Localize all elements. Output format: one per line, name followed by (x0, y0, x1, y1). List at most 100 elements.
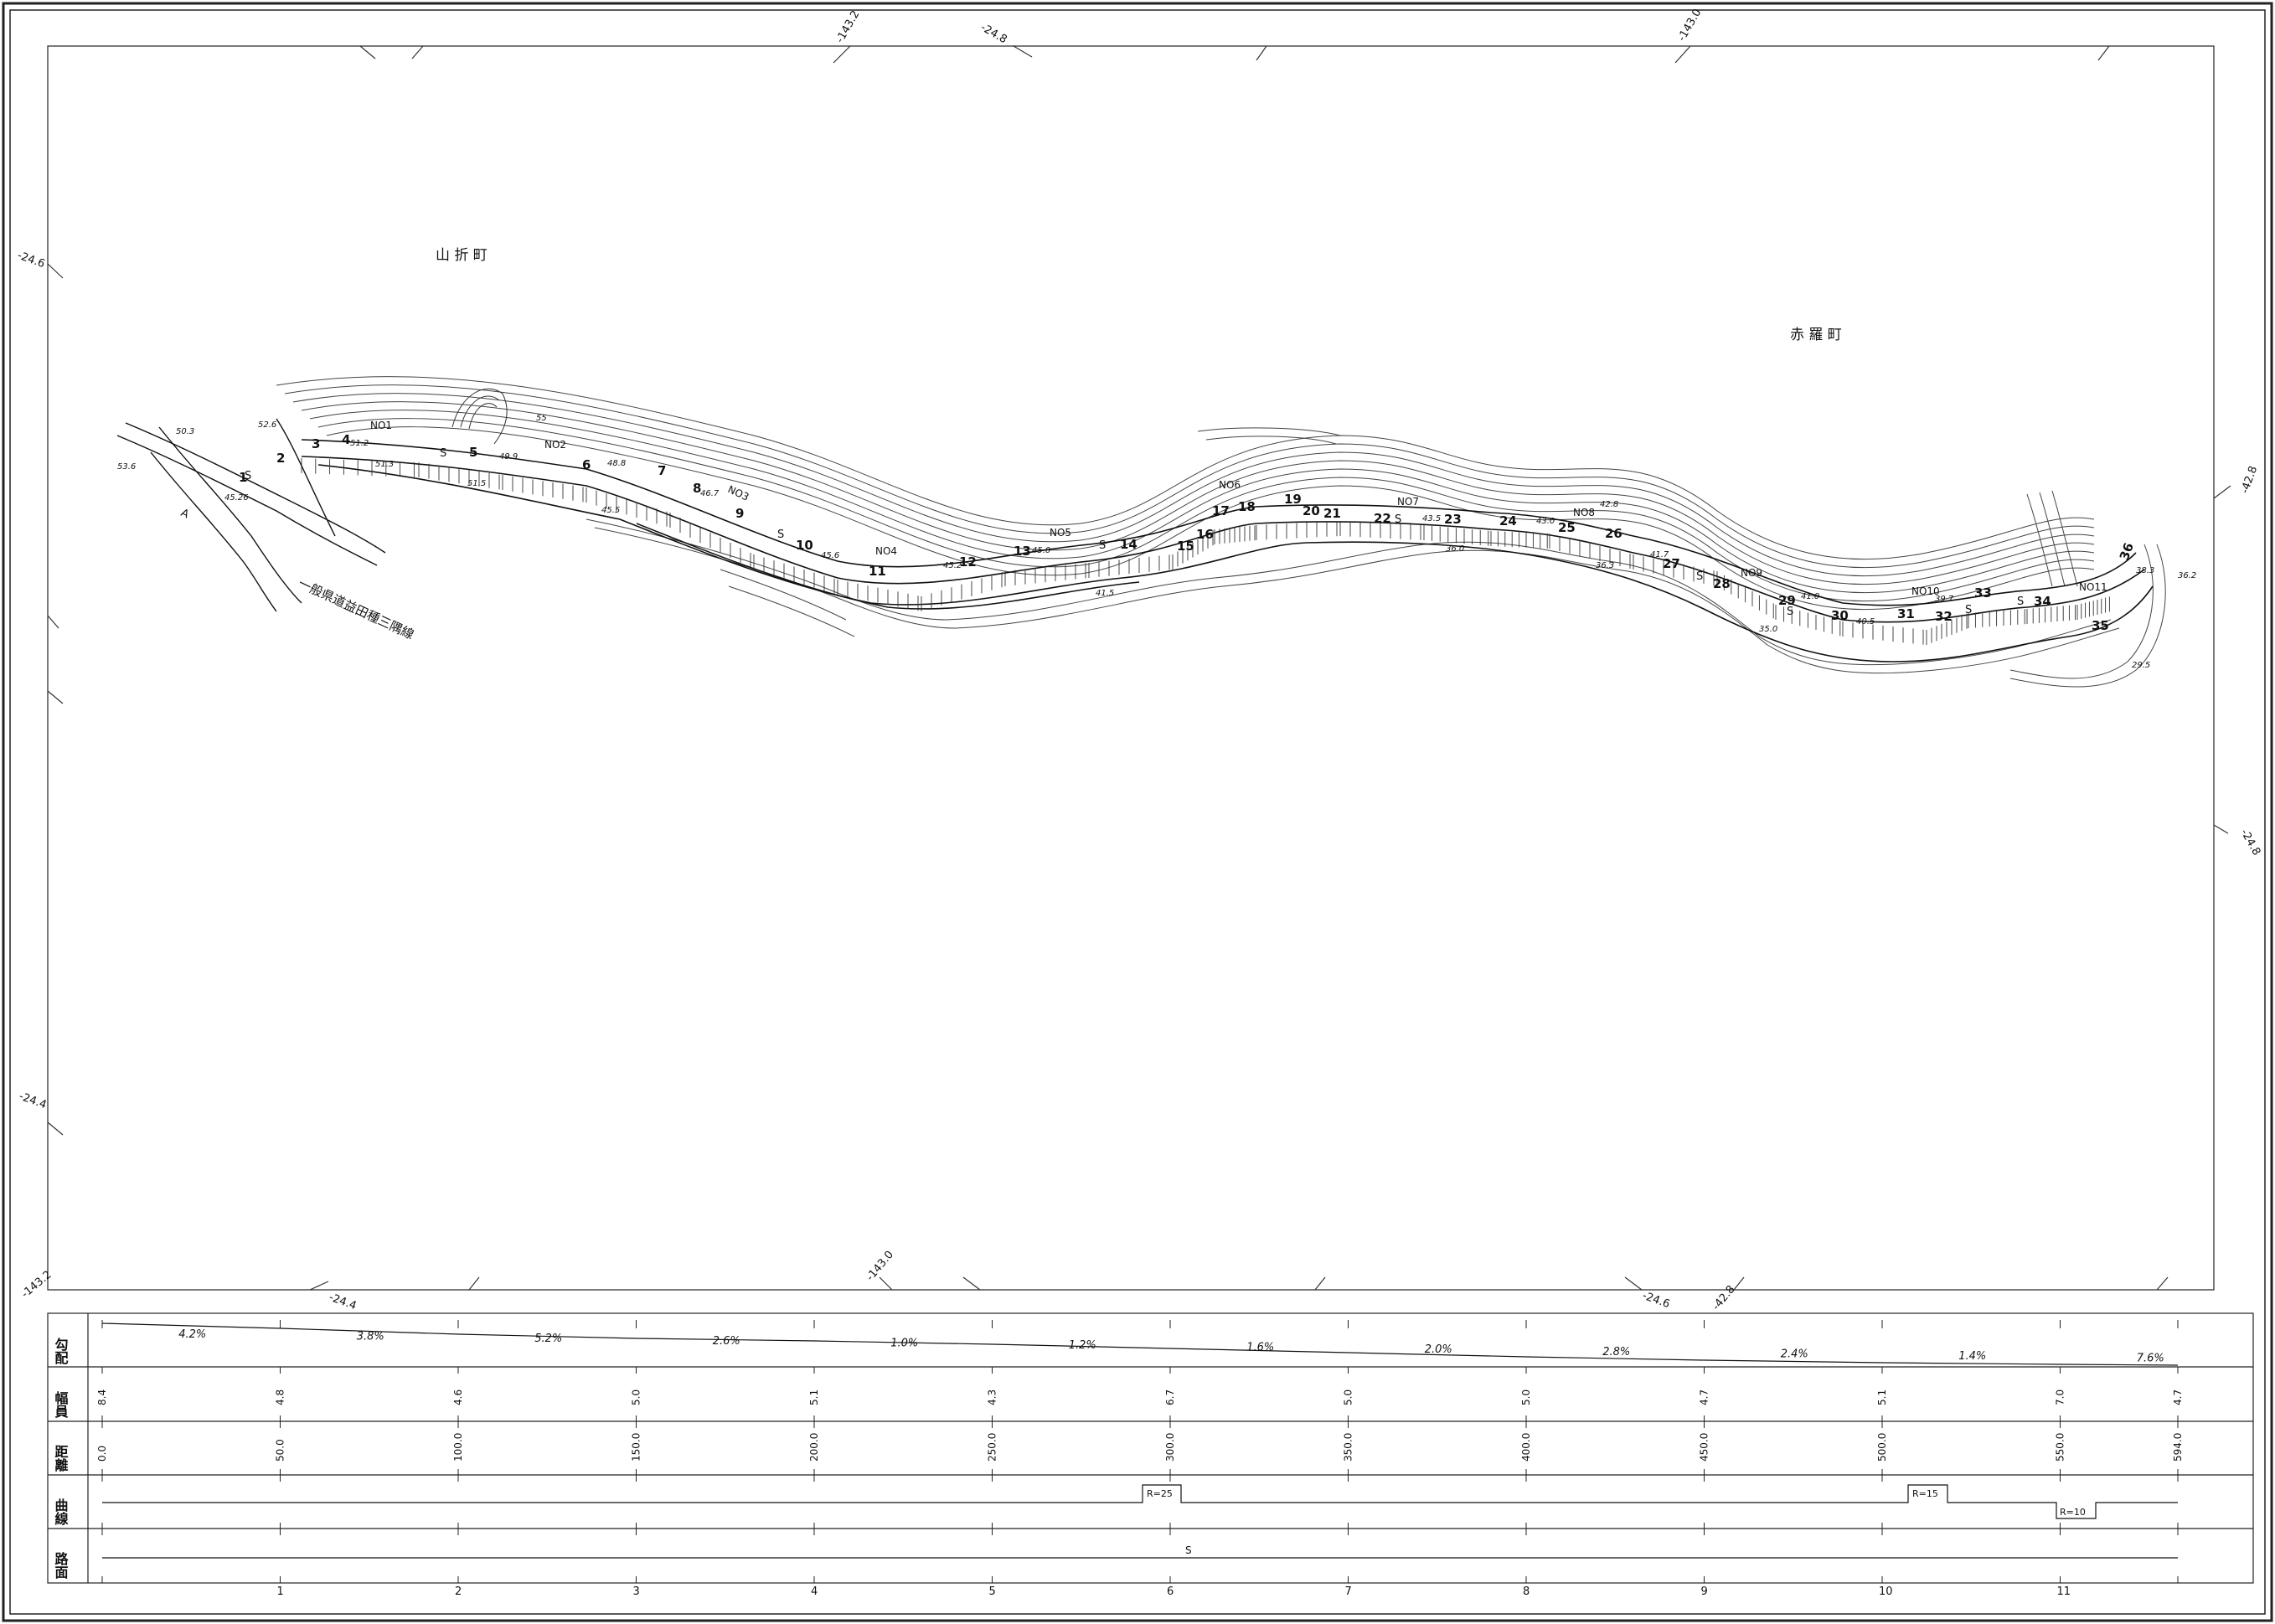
section-number: 20 (1303, 503, 1320, 518)
grid-label: -24.4 (328, 1291, 359, 1313)
gradient-value: 1.6% (1246, 1342, 1274, 1354)
slope-lines-south (586, 518, 2120, 674)
row-label-gradient: 勾配 (53, 1337, 69, 1365)
section-number: 17 (1212, 503, 1230, 518)
curve-line (102, 1484, 2178, 1519)
grid-label: -24.8 (978, 21, 1009, 46)
surface-mark: S (1696, 570, 1703, 583)
station-label: NO3 (726, 483, 751, 503)
station-label: NO7 (1397, 496, 1419, 508)
section-number: 9 (735, 506, 744, 521)
profile-station-number: 4 (811, 1585, 818, 1598)
elevation-value: 45.5 (601, 506, 620, 515)
profile-station-number: 9 (1701, 1585, 1708, 1598)
town-label-yamaori: 山 折 町 (436, 247, 488, 264)
curve-label: R=15 (1912, 1488, 1938, 1499)
profile-station-number: 7 (1345, 1585, 1352, 1598)
section-number: 18 (1238, 499, 1256, 514)
distance-value: 0.0 (96, 1446, 108, 1462)
distance-value: 450.0 (1699, 1433, 1710, 1462)
gradient-value: 1.4% (1958, 1350, 1986, 1363)
station-label: NO11 (2079, 581, 2107, 593)
row-label-distance: 距離 (53, 1445, 69, 1472)
elevation-value: 41.7 (1650, 550, 1669, 559)
profile-station-number: 10 (1879, 1585, 1893, 1598)
width-value: 4.8 (275, 1389, 286, 1405)
section-number: 35 (2092, 618, 2109, 633)
section-number: 29 (1778, 593, 1796, 608)
distance-value: 200.0 (808, 1433, 820, 1462)
curve-row: R=25 R=15 R=10 (102, 1484, 2178, 1519)
section-number: 19 (1284, 492, 1302, 507)
width-value: 5.0 (1520, 1389, 1532, 1405)
distance-value: 594.0 (2172, 1433, 2184, 1462)
section-numbers: 1 2 3 4 5 6 7 8 9 10 11 12 13 14 15 16 1… (239, 432, 2137, 633)
elevation-value: 51.5 (467, 479, 486, 488)
wall-hatching (301, 458, 2110, 645)
width-value: 5.0 (1343, 1389, 1354, 1405)
grid-label: -143.0 (1675, 7, 1704, 44)
elevation-value: 45.2 (943, 561, 962, 570)
curve-label: R=10 (2060, 1507, 2086, 1518)
distance-value: 50.0 (275, 1439, 286, 1462)
elevation-value: 51.2 (350, 439, 369, 448)
width-value: 8.4 (96, 1389, 108, 1405)
section-number: 4 (342, 432, 350, 447)
gradient-value: 1.0% (890, 1337, 918, 1349)
station-label: NO6 (1219, 479, 1241, 491)
width-values: 8.4 4.8 4.6 5.0 5.1 4.3 6.7 5.0 5.0 4.7 5.1 7.0 4.7 (96, 1389, 2184, 1405)
section-number: 28 (1713, 576, 1731, 591)
elevation-value: 36.2 (2178, 571, 2196, 580)
distance-value: 350.0 (1343, 1433, 1354, 1462)
gradient-value: 3.8% (357, 1331, 384, 1343)
gradient-value: 1.2% (1069, 1339, 1096, 1352)
distance-values: 0.0 50.0 100.0 150.0 200.0 250.0 300.0 350.0 400… (96, 1433, 2184, 1462)
elevation-value: 52.6 (258, 420, 276, 430)
surface-mark: S (1395, 513, 1401, 526)
surface-mark: S (1787, 606, 1793, 618)
width-value: 4.3 (987, 1389, 998, 1405)
profile-station-numbers: 1 2 3 4 5 6 7 8 9 10 11 (277, 1585, 2071, 1598)
grid-label: -24.6 (16, 250, 47, 271)
elevation-value: 51.3 (375, 460, 394, 469)
road-corridor (301, 439, 2154, 662)
section-number: 13 (1014, 544, 1031, 559)
elevation-value: 50.3 (176, 427, 194, 436)
distance-value: 550.0 (2055, 1433, 2066, 1462)
elevation-value: 43.0 (1536, 517, 1555, 526)
surface-row: S (102, 1544, 2178, 1559)
section-number: 8 (693, 481, 701, 496)
elevation-value: 35.0 (1759, 625, 1777, 634)
section-number: 15 (1177, 539, 1194, 554)
grid-tick-marks (47, 45, 2231, 1291)
elevation-value: 41.0 (1801, 592, 1819, 601)
section-number: 11 (869, 564, 886, 579)
curve-label: R=25 (1147, 1488, 1173, 1499)
section-number: 25 (1558, 520, 1576, 535)
profile-station-number: 5 (989, 1585, 996, 1598)
width-value: 4.6 (452, 1389, 464, 1405)
section-number: 31 (1897, 606, 1915, 621)
road-a-label: A (178, 507, 190, 521)
row-label-width: 幅員 (53, 1390, 70, 1419)
surface-mark: S (440, 447, 446, 460)
profile-station-number: 8 (1523, 1585, 1530, 1598)
station-label: NO1 (370, 420, 392, 431)
width-value: 4.7 (1699, 1389, 1710, 1405)
section-number: 32 (1935, 609, 1953, 624)
elevation-value: 53.6 (117, 462, 136, 472)
profile-station-number: 11 (2057, 1585, 2071, 1598)
elevation-value: 39.7 (1935, 595, 1954, 604)
elevation-value: 29.5 (2132, 661, 2150, 670)
section-number: 34 (2034, 594, 2051, 609)
elevation-value: 43.5 (1422, 514, 1441, 523)
section-number: 12 (959, 554, 977, 570)
gradient-value: 2.8% (1602, 1346, 1630, 1358)
section-number: 21 (1323, 506, 1341, 521)
station-labels: NO1 NO2 NO3 NO4 NO5 NO6 NO7 NO8 NO9 NO10… (370, 420, 2107, 597)
elevation-value: 49.9 (499, 452, 518, 461)
gradient-value: 4.2% (178, 1328, 206, 1341)
elevation-value: 36.0 (1446, 544, 1464, 554)
distance-value: 250.0 (987, 1433, 998, 1462)
